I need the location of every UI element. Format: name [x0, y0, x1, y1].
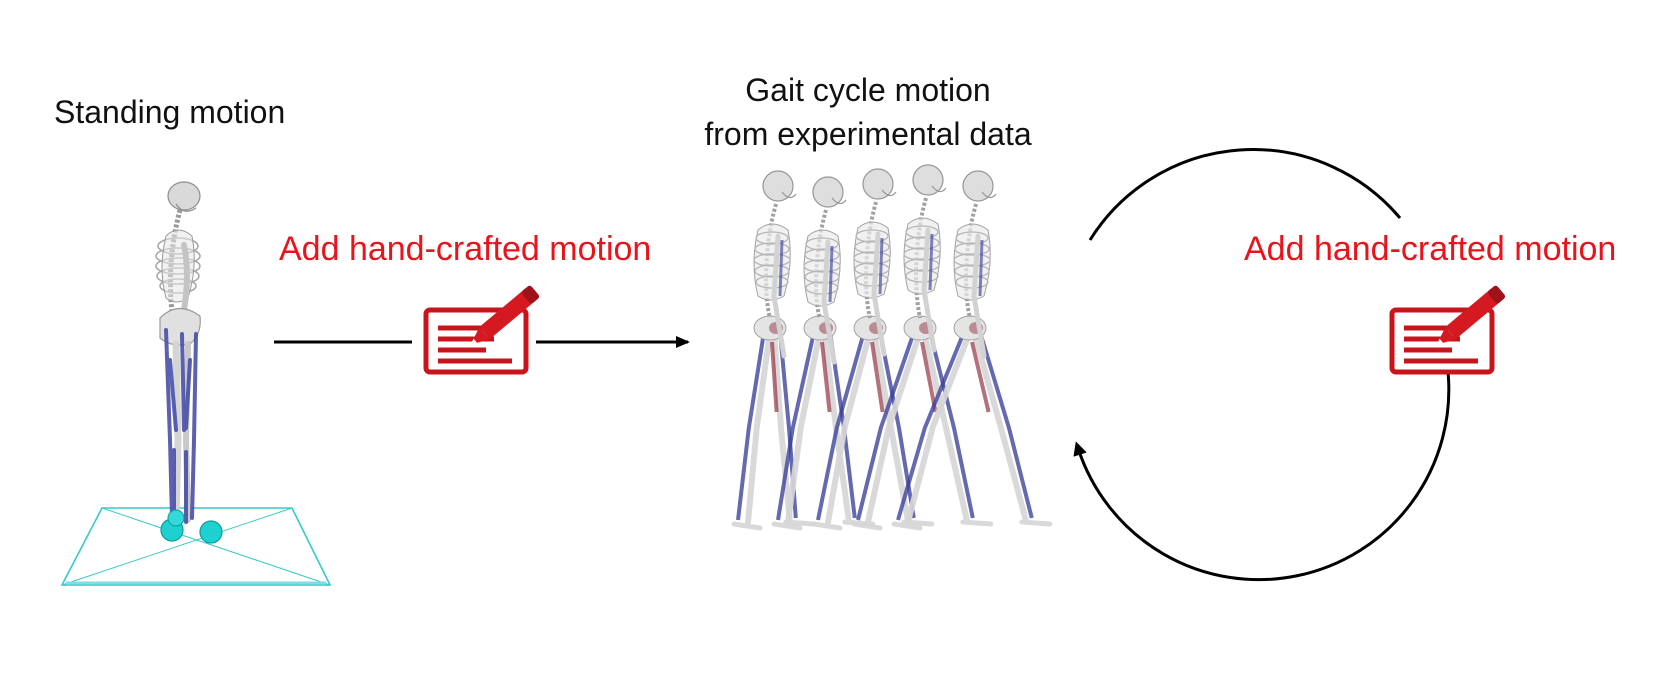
- gait-sequence-figure: [731, 164, 1053, 531]
- add-hand-crafted-motion-label-left: Add hand-crafted motion: [279, 230, 652, 268]
- contact-spheres: [160, 509, 223, 544]
- gait-skeleton-5: [891, 170, 1053, 531]
- standing-motion-label: Standing motion: [54, 94, 286, 130]
- gait-skeleton-1: [731, 170, 817, 531]
- standing-skeleton-figure: [60, 181, 332, 586]
- add-hand-crafted-motion-label-right: Add hand-crafted motion: [1244, 230, 1617, 268]
- document-pencil-icon: [1389, 285, 1506, 375]
- gait-skeleton-3: [811, 168, 935, 531]
- gait-skeleton-4: [851, 164, 994, 531]
- document-pencil-icon: [423, 285, 540, 375]
- circular-arrow-icon: [1073, 148, 1451, 582]
- gait-cycle-label-line1: Gait cycle motion: [745, 72, 991, 108]
- floor-plane: [60, 507, 332, 586]
- gait-cycle-label-line2: from experimental data: [704, 116, 1032, 152]
